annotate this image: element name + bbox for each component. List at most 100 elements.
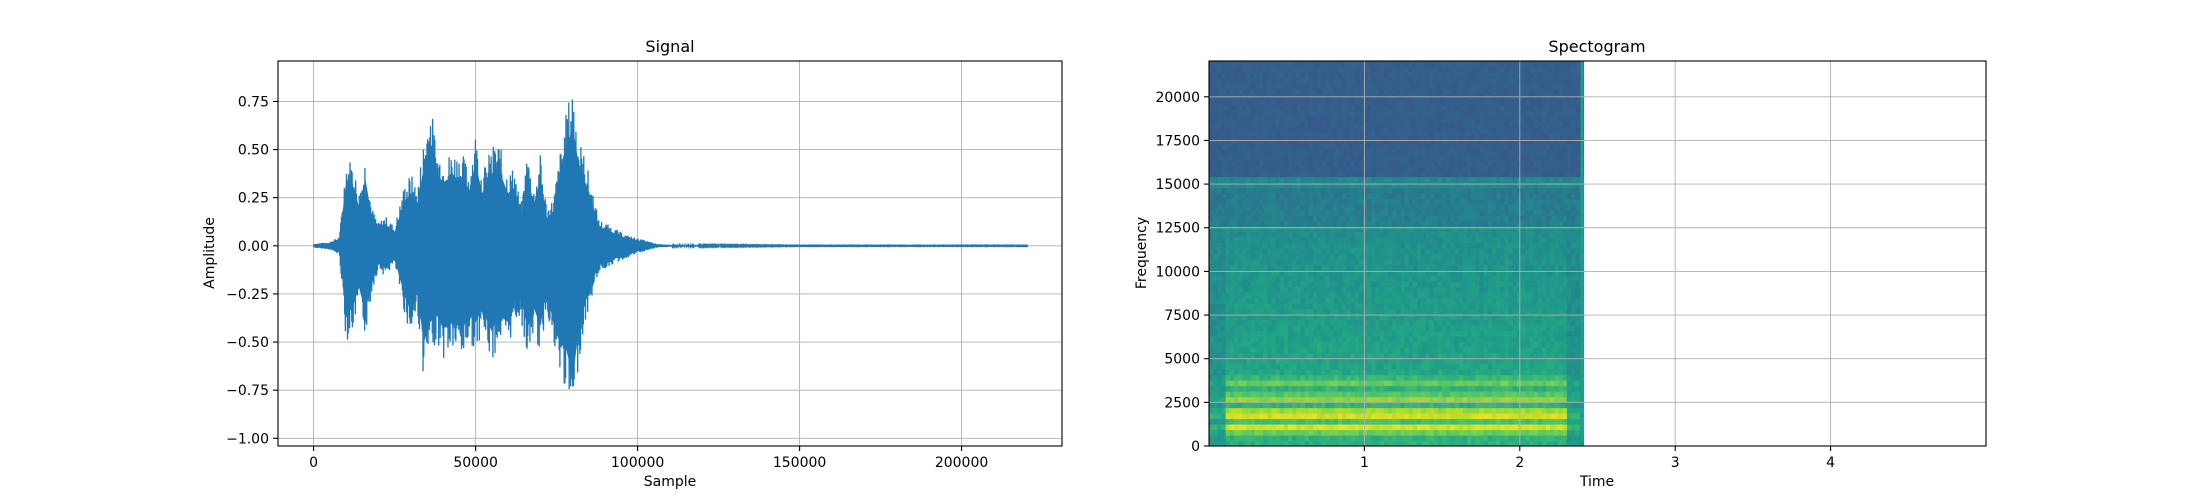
spectrogram-cell: [1225, 121, 1231, 128]
spectrogram-cell: [1375, 264, 1381, 271]
spectrogram-cell: [1246, 220, 1252, 227]
spectrogram-cell: [1221, 319, 1227, 326]
spectrogram-cell: [1446, 259, 1451, 266]
spectrogram-cell: [1325, 105, 1331, 112]
spectrogram-cell: [1450, 319, 1456, 326]
spectrogram-cell: [1313, 121, 1318, 128]
spectrogram-cell: [1433, 72, 1439, 79]
spectrogram-cell: [1442, 418, 1447, 425]
spectrogram-cell: [1354, 248, 1360, 255]
spectrogram-cell: [1229, 319, 1235, 326]
spectrogram-cell: [1225, 88, 1231, 95]
spectrogram-cell: [1217, 187, 1223, 194]
spectrogram-cell: [1317, 149, 1322, 156]
spectrogram-cell: [1225, 391, 1231, 398]
spectrogram-cell: [1221, 248, 1227, 255]
spectrogram-cell: [1217, 160, 1223, 167]
spectrogram-cell: [1296, 154, 1302, 161]
spectrogram-cell: [1350, 314, 1356, 321]
spectrogram-cell: [1496, 143, 1501, 150]
spectrogram-cell: [1400, 193, 1406, 200]
spectrogram-cell: [1437, 176, 1443, 183]
spectrogram-cell: [1387, 363, 1393, 370]
spectrogram-cell: [1321, 77, 1327, 84]
spectrogram-cell: [1491, 358, 1497, 365]
spectrogram-cell: [1229, 182, 1235, 189]
spectrogram-cell: [1471, 402, 1476, 409]
spectrogram-cell: [1225, 66, 1231, 73]
spectrogram-cell: [1446, 204, 1451, 211]
spectrogram-cell: [1254, 424, 1260, 431]
spectrogram-cell: [1491, 66, 1497, 73]
spectrogram-cell: [1433, 83, 1439, 90]
spectrogram-cell: [1304, 253, 1310, 260]
spectrogram-cell: [1375, 281, 1381, 288]
spectrogram-cell: [1263, 358, 1268, 365]
spectrogram-cell: [1404, 248, 1410, 255]
spectrogram-cell: [1258, 237, 1264, 244]
spectrogram-cell: [1417, 435, 1422, 442]
spectrogram-cell: [1304, 248, 1310, 255]
spectrogram-cell: [1250, 204, 1256, 211]
spectrogram-cell: [1279, 198, 1285, 205]
spectrogram-cell: [1421, 402, 1426, 409]
spectrogram-cell: [1258, 424, 1264, 431]
spectrogram-cell: [1213, 154, 1218, 161]
spectrogram-cell: [1479, 193, 1485, 200]
spectrogram-cell: [1471, 413, 1476, 420]
spectrogram-cell: [1329, 248, 1335, 255]
spectrogram-cell: [1446, 402, 1451, 409]
spectrogram-cell: [1275, 187, 1281, 194]
spectrogram-cell: [1462, 314, 1468, 321]
spectrogram-cell: [1292, 121, 1297, 128]
spectrogram-cell: [1446, 325, 1451, 332]
spectrogram-cell: [1429, 127, 1435, 134]
spectrogram-cell: [1358, 132, 1364, 139]
spectrogram-cell: [1233, 391, 1239, 398]
spectrogram-cell: [1479, 314, 1485, 321]
spectrogram-cell: [1325, 424, 1331, 431]
spectrogram-cell: [1408, 143, 1414, 150]
spectrogram-cell: [1462, 72, 1468, 79]
spectrogram-cell: [1225, 297, 1231, 304]
spectrogram-cell: [1300, 209, 1306, 216]
spectrogram-cell: [1288, 105, 1293, 112]
spectrogram-cell: [1396, 314, 1402, 321]
spectrogram-cell: [1454, 281, 1460, 288]
spectrogram-cell: [1421, 270, 1426, 277]
spectrogram-cell: [1283, 110, 1289, 117]
spectrogram-cell: [1329, 369, 1335, 376]
spectrogram-cell: [1358, 242, 1364, 249]
spectrogram-cell: [1209, 341, 1214, 348]
spectrogram-cell: [1417, 248, 1422, 255]
spectrogram-cell: [1346, 182, 1352, 189]
spectrogram-cell: [1354, 286, 1360, 293]
spectrogram-cell: [1462, 303, 1468, 310]
spectrogram-cell: [1209, 308, 1214, 315]
spectrogram-cell: [1233, 286, 1239, 293]
spectrogram-cell: [1491, 215, 1497, 222]
spectrogram-cell: [1429, 429, 1435, 436]
spectrogram-cell: [1425, 418, 1431, 425]
spectrogram-cell: [1279, 220, 1285, 227]
spectrogram-cell: [1367, 248, 1372, 255]
spectrogram-cell: [1346, 319, 1352, 326]
spectrogram-cell: [1258, 297, 1264, 304]
spectrogram-cell: [1333, 363, 1339, 370]
spectrogram-cell: [1392, 165, 1397, 172]
spectrogram-cell: [1300, 385, 1306, 392]
spectrogram-cell: [1367, 292, 1372, 299]
spectrogram-cell: [1304, 198, 1310, 205]
spectrogram-cell: [1437, 418, 1443, 425]
spectrogram-cell: [1396, 231, 1402, 238]
spectrogram-cell: [1333, 341, 1339, 348]
spectrogram-cell: [1454, 105, 1460, 112]
spectrogram-cell: [1487, 116, 1493, 123]
spectrogram-cell: [1342, 242, 1347, 249]
spectrogram-cell: [1313, 297, 1318, 304]
spectrogram-cell: [1371, 264, 1377, 271]
spectrogram-cell: [1462, 182, 1468, 189]
spectrogram-cell: [1229, 88, 1235, 95]
spectrogram-cell: [1225, 242, 1231, 249]
spectrogram-cell: [1221, 220, 1227, 227]
